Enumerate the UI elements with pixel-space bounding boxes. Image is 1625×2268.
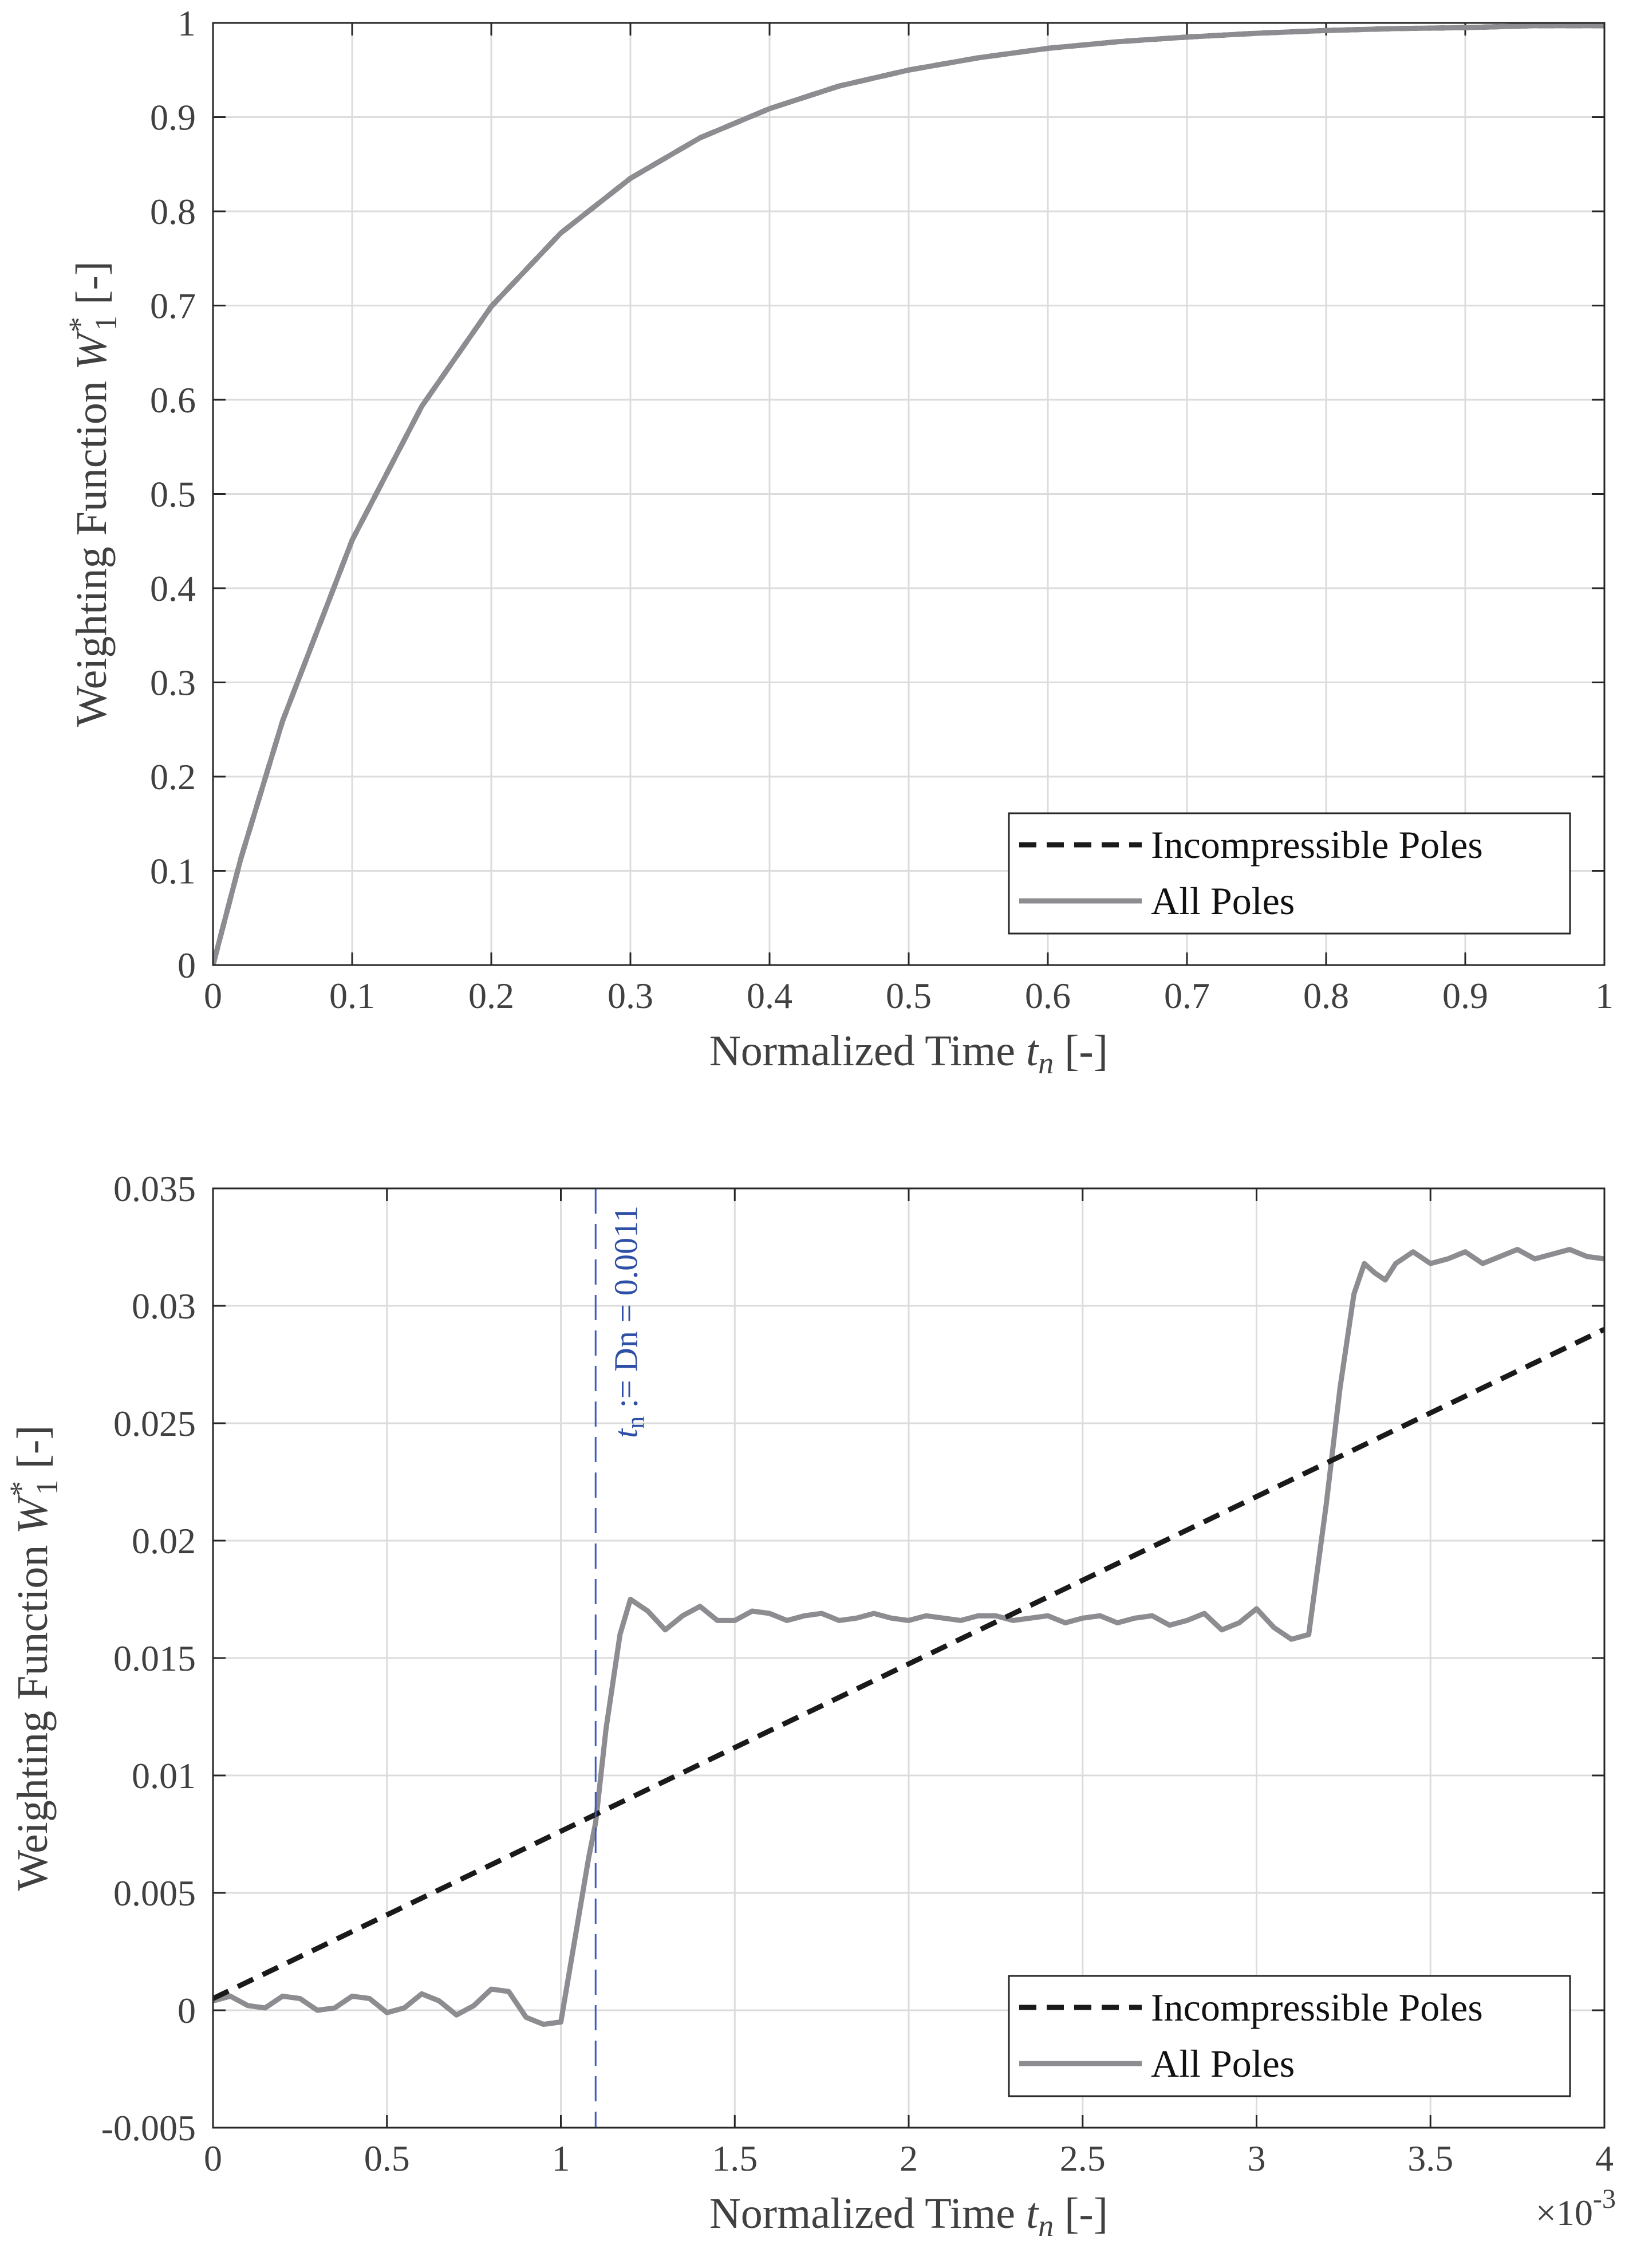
- y-tick-label: 0.8: [150, 191, 196, 232]
- y-tick-label: 0.035: [113, 1168, 196, 1209]
- x-tick-label: 0.9: [1442, 975, 1488, 1016]
- x-tick-label: 1: [552, 2138, 570, 2179]
- y-tick-label: 0.6: [150, 380, 196, 420]
- y-axis-unit: [-]: [68, 261, 116, 305]
- series-group: [213, 23, 1604, 965]
- axes-frame: [212, 1187, 1606, 2129]
- y-tick-label: 0.03: [132, 1286, 196, 1326]
- y-axis-subscript: 1: [89, 316, 123, 331]
- axes-frame: [212, 22, 1606, 966]
- x-tick-label: 0.2: [468, 975, 514, 1016]
- x-axis-title: Normalized Time: [709, 2190, 1015, 2238]
- x-axis-title: Normalized Time: [709, 1027, 1015, 1075]
- x-tick-label: 3.5: [1407, 2138, 1453, 2179]
- grid: [213, 23, 1604, 965]
- x-tick-label: 3: [1248, 2138, 1266, 2179]
- x-axis-subscript: n: [1038, 1046, 1054, 1080]
- y-axis-variable: W: [68, 330, 116, 370]
- legend-box: [1008, 1975, 1571, 2097]
- x-tick-label: 0.1: [329, 975, 375, 1016]
- x-tick-label: 0.5: [886, 975, 932, 1016]
- y-axis-label: Weighting Function W*1 [-]: [62, 261, 123, 727]
- y-tick-label: 0.3: [150, 663, 196, 703]
- grid: [213, 1188, 1604, 2128]
- x-tick-label: 0.7: [1164, 975, 1210, 1016]
- marker-label-variable: t: [607, 1428, 644, 1438]
- y-axis-title: Weighting Function: [9, 1545, 57, 1891]
- x-axis-variable: t: [1026, 2190, 1039, 2238]
- chart-panel-1: 0 0.1 0.2 0.3 0.4 0.5 0.6 0.7 0.8 0.9 1 0 0.1 0.2 0.3 0…: [62, 3, 1614, 1080]
- x-tick-label: 2.5: [1060, 2138, 1106, 2179]
- series-line-all-poles: [213, 1247, 1604, 2027]
- x-tick-label: 2: [900, 2138, 918, 2179]
- series-group: [213, 1188, 1604, 2128]
- x-axis-label: Normalized Time tn [-]: [709, 2190, 1108, 2243]
- x-tick-label: 0.4: [747, 975, 792, 1016]
- x-axis-unit: [-]: [1064, 2190, 1108, 2238]
- x-exponent-base: ×10: [1536, 2192, 1593, 2233]
- y-axis-variable: W: [9, 1494, 57, 1534]
- y-tick-label: 0.2: [150, 757, 196, 797]
- y-tick-label: 0: [178, 945, 196, 986]
- y-tick-label: 0.005: [113, 1873, 196, 1913]
- legend-label: Incompressible Poles: [1151, 823, 1483, 867]
- y-tick-label: 0.025: [113, 1403, 196, 1444]
- x-exponent-power: -3: [1593, 2184, 1616, 2214]
- series-line-all-poles: [213, 23, 1604, 965]
- legend-label: Incompressible Poles: [1151, 1986, 1483, 2029]
- x-axis-unit: [-]: [1064, 1027, 1108, 1075]
- series-line-incompressible-poles: [213, 1326, 1604, 2001]
- y-tick-label: 0.9: [150, 97, 196, 138]
- y-axis-label: Weighting Function W*1 [-]: [3, 1425, 64, 1891]
- x-tick-label: 4: [1595, 2138, 1614, 2179]
- y-tick-label: 0: [178, 1990, 196, 2031]
- y-tick-label: 0.01: [132, 1755, 196, 1796]
- x-exponent-label: ×10-3: [1536, 2184, 1616, 2233]
- y-tick-label: 0.015: [113, 1638, 196, 1679]
- x-axis-label: Normalized Time tn [-]: [709, 1027, 1108, 1080]
- legend: Incompressible Poles All Poles: [1008, 1975, 1571, 2097]
- y-axis-superscript: *: [3, 1482, 38, 1498]
- x-tick-label: 0.5: [364, 2138, 410, 2179]
- y-tick-label: 1: [178, 3, 196, 44]
- x-tick-label: 0.8: [1303, 975, 1349, 1016]
- x-tick-label: 0: [204, 975, 222, 1016]
- marker-label: tn := Dn = 0.0011: [607, 1206, 649, 1438]
- legend-box: [1008, 812, 1571, 935]
- x-axis-variable: t: [1026, 1027, 1039, 1075]
- y-axis-unit: [-]: [9, 1425, 57, 1468]
- legend-label: All Poles: [1151, 2042, 1295, 2085]
- y-axis-superscript: *: [62, 318, 97, 334]
- x-tick-label: 0: [204, 2138, 222, 2179]
- legend-label: All Poles: [1151, 879, 1295, 923]
- y-tick-label: 0.5: [150, 474, 196, 515]
- x-tick-label: 1.5: [712, 2138, 758, 2179]
- marker-label-subscript: n: [621, 1416, 649, 1429]
- x-tick-label: 1: [1595, 975, 1614, 1016]
- y-tick-label: 0.7: [150, 286, 196, 326]
- y-tick-label: 0.02: [132, 1521, 196, 1561]
- legend: Incompressible Poles All Poles: [1008, 812, 1571, 935]
- marker-label-text: := Dn = 0.0011: [607, 1206, 644, 1416]
- y-tick-label: -0.005: [101, 2108, 196, 2148]
- y-tick-label: 0.1: [150, 851, 196, 892]
- y-axis-subscript: 1: [30, 1479, 64, 1495]
- x-axis-subscript: n: [1038, 2208, 1054, 2243]
- x-tick-label: 0.3: [608, 975, 653, 1016]
- x-tick-label: 0.6: [1025, 975, 1071, 1016]
- chart-panel-2: 0 0.5 1 1.5 2 2.5 3 3.5 4-0.00500.0050.010.0150.…: [3, 1168, 1616, 2243]
- y-axis-title: Weighting Function: [68, 381, 116, 727]
- y-tick-label: 0.4: [150, 568, 196, 609]
